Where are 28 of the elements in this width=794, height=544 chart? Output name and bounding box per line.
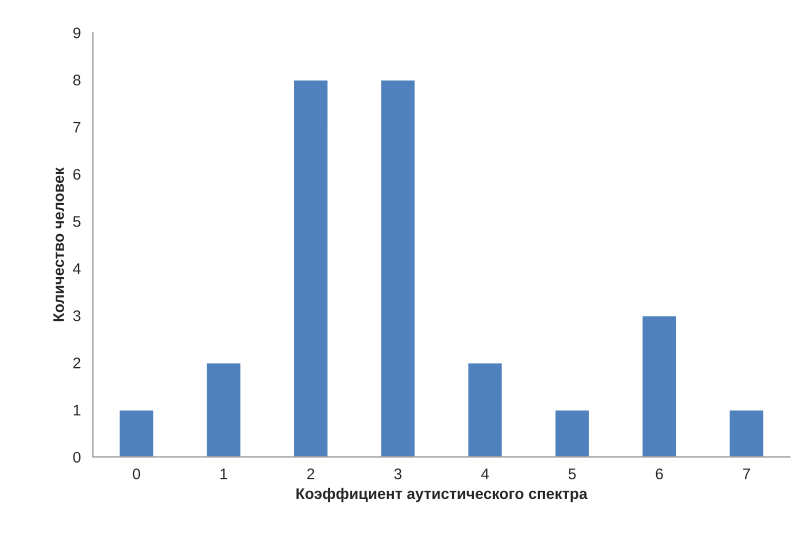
y-tick-label: 2	[73, 358, 80, 368]
bar	[466, 362, 504, 457]
bar	[205, 362, 242, 457]
x-tick-label: 6	[656, 468, 663, 480]
bar	[641, 314, 678, 457]
x-tick-label: 3	[394, 468, 402, 480]
x-tick-label: 7	[742, 468, 750, 480]
y-tick-label: 4	[72, 263, 81, 274]
bar	[292, 79, 329, 457]
y-axis-title: Количество человек	[53, 167, 64, 322]
x-tick-label: 2	[307, 468, 314, 480]
x-tick-label: 4	[481, 468, 489, 480]
y-tick-label: 3	[73, 310, 80, 322]
bar	[118, 409, 155, 457]
x-tick-label: 0	[132, 468, 140, 480]
x-tick-label: 1	[220, 468, 228, 480]
y-tick-label: 6	[73, 168, 80, 180]
y-tick-label: 8	[73, 74, 80, 86]
y-tick-label: 9	[73, 28, 80, 38]
bar	[380, 79, 416, 457]
x-tick-label: 5	[568, 468, 576, 480]
y-tick-label: 7	[73, 122, 80, 132]
bar	[728, 409, 765, 457]
y-tick-label: 0	[73, 452, 80, 463]
bar	[554, 409, 590, 457]
x-axis-title: Коэффициент аутистического спектра	[296, 488, 588, 502]
y-tick-label: 5	[73, 216, 80, 227]
y-tick-label: 1	[74, 404, 80, 416]
